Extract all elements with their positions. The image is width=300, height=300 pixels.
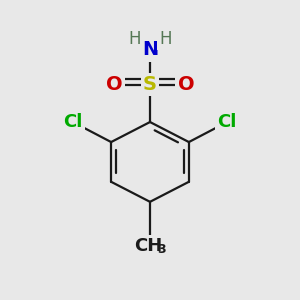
- Text: CH: CH: [134, 237, 163, 255]
- Text: H: H: [159, 30, 172, 48]
- Text: Cl: Cl: [218, 113, 237, 131]
- Text: S: S: [143, 75, 157, 94]
- Text: 3: 3: [157, 243, 166, 256]
- Text: N: N: [142, 40, 158, 59]
- Text: H: H: [128, 30, 141, 48]
- Text: O: O: [178, 75, 194, 94]
- Text: O: O: [106, 75, 122, 94]
- Text: Cl: Cl: [63, 113, 82, 131]
